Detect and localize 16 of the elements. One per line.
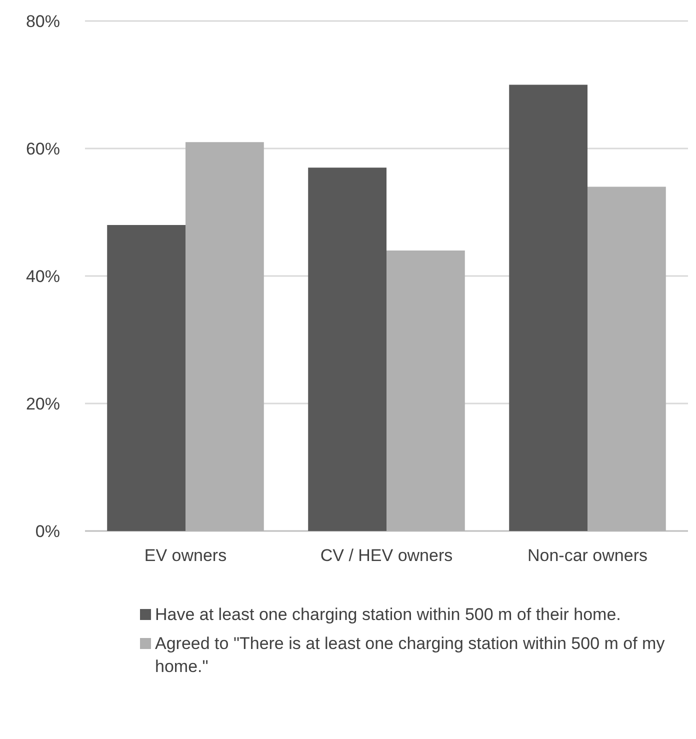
bar <box>186 142 264 531</box>
y-tick-label: 60% <box>26 139 60 158</box>
bar <box>308 168 386 531</box>
legend-label: Agreed to "There is at least one charging station within 500 m of my home." <box>155 634 666 676</box>
bar <box>588 186 666 531</box>
x-tick-label: CV / HEV owners <box>320 546 453 565</box>
y-tick-label: 0% <box>35 522 60 541</box>
y-tick-label: 20% <box>26 394 60 414</box>
y-tick-label: 40% <box>26 266 60 286</box>
y-tick-label: 80% <box>26 12 60 31</box>
x-tick-label: Non-car owners <box>528 546 648 565</box>
legend-label: Have at least one charging station within 500 m of their home. <box>155 605 621 624</box>
bar <box>107 225 186 531</box>
x-tick-label: EV owners <box>144 546 227 565</box>
bar <box>509 84 588 531</box>
bar <box>386 250 465 531</box>
